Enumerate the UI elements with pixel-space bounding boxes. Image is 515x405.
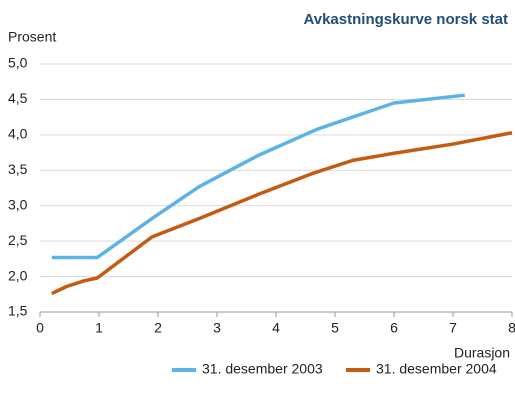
y-tick-label: 5,0: [8, 55, 28, 71]
x-tick-label: 7: [449, 320, 457, 336]
y-axis-label: Prosent: [8, 29, 56, 45]
y-tick-label: 4,0: [8, 126, 28, 142]
y-tick-label: 2,0: [8, 267, 28, 283]
line-series: [51, 93, 465, 260]
line-series: [51, 131, 513, 296]
x-tick-label: 3: [213, 320, 221, 336]
x-tick-label: 8: [508, 320, 515, 336]
y-tick-label: 1,5: [8, 303, 28, 319]
y-tick-label: 2,5: [8, 232, 28, 248]
chart-title: Avkastningskurve norsk stat: [303, 11, 508, 28]
y-tick-label: 3,0: [8, 196, 28, 212]
x-tick-label: 2: [154, 320, 162, 336]
y-tick-label: 3,5: [8, 161, 28, 177]
y-tick-label: 4,5: [8, 90, 28, 106]
x-tick-label: 1: [95, 320, 103, 336]
x-axis-label: Durasjon: [454, 345, 510, 361]
x-tick-label: 4: [272, 320, 280, 336]
x-tick-label: 5: [331, 320, 339, 336]
legend-label: 31. desember 2003: [202, 361, 323, 377]
legend-label: 31. desember 2004: [376, 361, 497, 377]
x-tick-label: 0: [36, 320, 44, 336]
x-tick-label: 6: [390, 320, 398, 336]
